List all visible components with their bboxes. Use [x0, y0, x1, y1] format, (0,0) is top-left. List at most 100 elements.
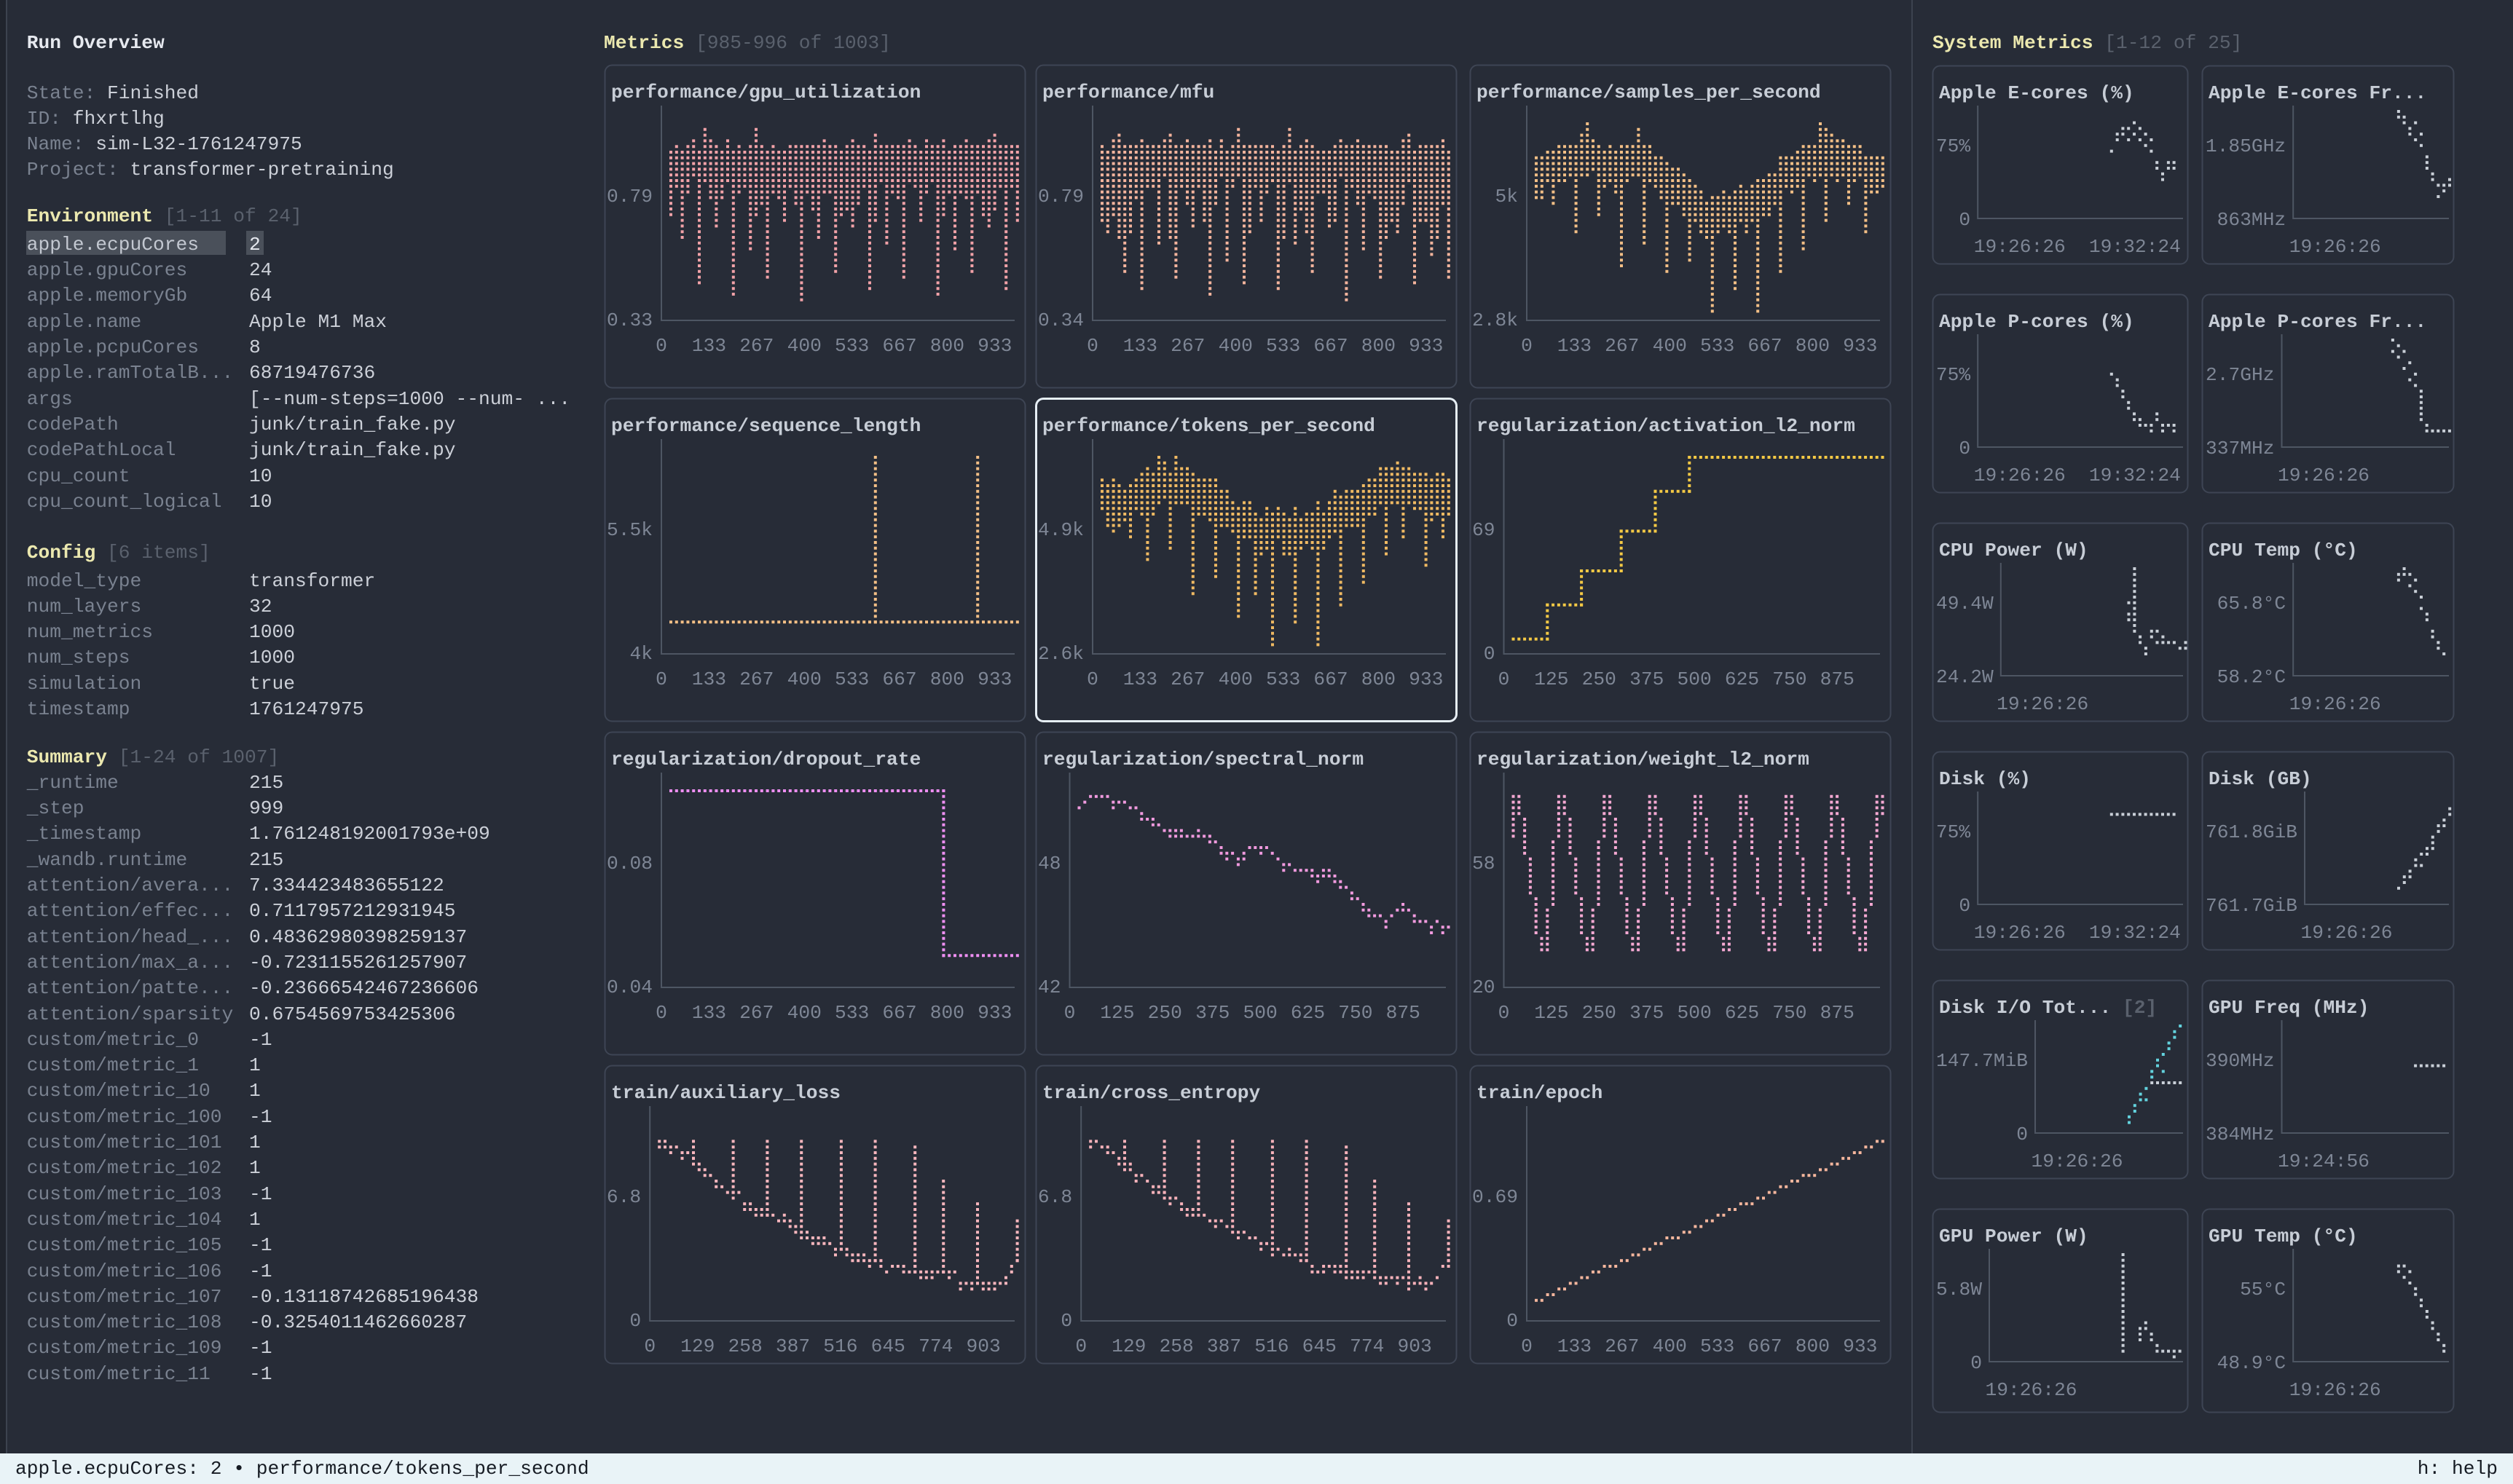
svg-text:19:26:26: 19:26:26: [2031, 1151, 2123, 1172]
svg-text:19:24:56: 19:24:56: [2278, 1151, 2370, 1172]
svg-text:933: 933: [1843, 335, 1877, 357]
svg-text:train/cross_entropy: train/cross_entropy: [1042, 1082, 1261, 1104]
svg-text:2.6k: 2.6k: [1038, 643, 1084, 665]
svg-text:5.5k: 5.5k: [607, 519, 653, 541]
svg-text:75%: 75%: [1936, 821, 1971, 843]
svg-text:Apple P-cores (%): Apple P-cores (%): [1939, 311, 2134, 333]
svg-text:933: 933: [978, 335, 1012, 357]
svg-text:performance/sequence_length: performance/sequence_length: [611, 415, 921, 437]
svg-text:0: 0: [1959, 895, 1970, 917]
svg-text:5.8W: 5.8W: [1936, 1279, 1982, 1301]
svg-text:0: 0: [1506, 1310, 1518, 1332]
svg-text:0: 0: [1087, 668, 1098, 690]
svg-text:0.08: 0.08: [607, 853, 653, 875]
svg-text:0: 0: [1959, 209, 1970, 231]
svg-text:performance/tokens_per_second: performance/tokens_per_second: [1042, 415, 1375, 437]
svg-text:0: 0: [644, 1335, 656, 1357]
svg-text:774: 774: [1350, 1335, 1384, 1357]
svg-text:258: 258: [728, 1335, 762, 1357]
svg-text:400: 400: [787, 1002, 822, 1024]
svg-text:667: 667: [882, 335, 916, 357]
svg-text:258: 258: [1159, 1335, 1193, 1357]
svg-text:863MHz: 863MHz: [2217, 209, 2286, 231]
svg-text:69: 69: [1472, 519, 1495, 541]
svg-text:533: 533: [835, 1002, 869, 1024]
svg-text:400: 400: [787, 668, 822, 690]
svg-text:19:26:26: 19:26:26: [1974, 465, 2066, 486]
svg-text:390MHz: 390MHz: [2206, 1050, 2275, 1072]
svg-text:133: 133: [1123, 668, 1157, 690]
svg-text:0: 0: [1521, 335, 1533, 357]
svg-text:125: 125: [1534, 668, 1568, 690]
svg-text:133: 133: [692, 335, 726, 357]
svg-text:0: 0: [1061, 1310, 1072, 1332]
svg-text:performance/gpu_utilization: performance/gpu_utilization: [611, 82, 921, 103]
svg-text:0: 0: [1521, 1335, 1533, 1357]
svg-text:2.8k: 2.8k: [1472, 309, 1518, 331]
svg-text:regularization/activation_l2_n: regularization/activation_l2_norm: [1476, 415, 1855, 437]
svg-text:933: 933: [978, 1002, 1012, 1024]
svg-text:Apple P-cores Fr...: Apple P-cores Fr...: [2209, 311, 2426, 333]
svg-text:0.33: 0.33: [607, 309, 653, 331]
svg-text:19:32:24: 19:32:24: [2089, 922, 2181, 944]
svg-text:516: 516: [1254, 1335, 1289, 1357]
svg-text:0: 0: [1959, 438, 1970, 459]
svg-text:train/auxiliary_loss: train/auxiliary_loss: [611, 1082, 841, 1104]
svg-text:267: 267: [739, 668, 774, 690]
svg-text:55°C: 55°C: [2240, 1279, 2286, 1301]
svg-text:875: 875: [1820, 1002, 1855, 1024]
svg-text:GPU Freq (MHz): GPU Freq (MHz): [2209, 997, 2370, 1019]
svg-text:19:26:26: 19:26:26: [2289, 236, 2381, 258]
svg-text:800: 800: [1361, 335, 1396, 357]
svg-text:0: 0: [1087, 335, 1098, 357]
svg-text:19:26:26: 19:26:26: [1997, 693, 2088, 715]
svg-text:0: 0: [656, 1002, 667, 1024]
svg-text:375: 375: [1195, 1002, 1230, 1024]
svg-text:Disk I/O Tot... [2]: Disk I/O Tot... [2]: [1939, 997, 2157, 1019]
svg-text:regularization/weight_l2_norm: regularization/weight_l2_norm: [1476, 749, 1809, 770]
svg-text:400: 400: [1653, 335, 1687, 357]
svg-text:0: 0: [1064, 1002, 1076, 1024]
svg-text:19:26:26: 19:26:26: [1974, 236, 2066, 258]
svg-text:800: 800: [930, 335, 964, 357]
svg-text:2.7GHz: 2.7GHz: [2206, 364, 2275, 386]
svg-text:667: 667: [882, 1002, 916, 1024]
svg-text:387: 387: [776, 1335, 810, 1357]
svg-text:750: 750: [1772, 1002, 1806, 1024]
svg-text:75%: 75%: [1936, 364, 1971, 386]
svg-text:933: 933: [1843, 1335, 1877, 1357]
svg-text:645: 645: [871, 1335, 905, 1357]
svg-text:6.8: 6.8: [1038, 1186, 1072, 1208]
svg-text:625: 625: [1725, 668, 1759, 690]
svg-text:0: 0: [656, 335, 667, 357]
svg-text:750: 750: [1338, 1002, 1372, 1024]
svg-text:533: 533: [1266, 668, 1300, 690]
svg-text:761.7GiB: 761.7GiB: [2206, 895, 2297, 917]
svg-text:667: 667: [1313, 335, 1348, 357]
svg-text:667: 667: [1747, 1335, 1782, 1357]
svg-text:0.69: 0.69: [1472, 1186, 1518, 1208]
svg-text:625: 625: [1725, 1002, 1759, 1024]
svg-text:75%: 75%: [1936, 135, 1971, 157]
svg-text:6.8: 6.8: [607, 1186, 641, 1208]
svg-text:133: 133: [692, 668, 726, 690]
svg-text:875: 875: [1820, 668, 1855, 690]
svg-text:267: 267: [1171, 668, 1205, 690]
svg-text:129: 129: [680, 1335, 715, 1357]
svg-text:Disk (%): Disk (%): [1939, 768, 2031, 790]
svg-text:125: 125: [1534, 1002, 1568, 1024]
svg-text:42: 42: [1038, 976, 1061, 998]
svg-text:0: 0: [656, 668, 667, 690]
svg-text:65.8°C: 65.8°C: [2217, 593, 2286, 615]
svg-text:250: 250: [1582, 1002, 1616, 1024]
svg-text:performance/mfu: performance/mfu: [1042, 82, 1214, 103]
svg-text:250: 250: [1148, 1002, 1182, 1024]
svg-text:774: 774: [919, 1335, 953, 1357]
svg-text:267: 267: [739, 1002, 774, 1024]
svg-text:625: 625: [1291, 1002, 1325, 1024]
svg-text:train/epoch: train/epoch: [1476, 1082, 1602, 1104]
svg-text:133: 133: [1557, 335, 1592, 357]
svg-text:384MHz: 384MHz: [2206, 1124, 2275, 1145]
svg-text:0.04: 0.04: [607, 976, 653, 998]
svg-text:375: 375: [1629, 668, 1664, 690]
